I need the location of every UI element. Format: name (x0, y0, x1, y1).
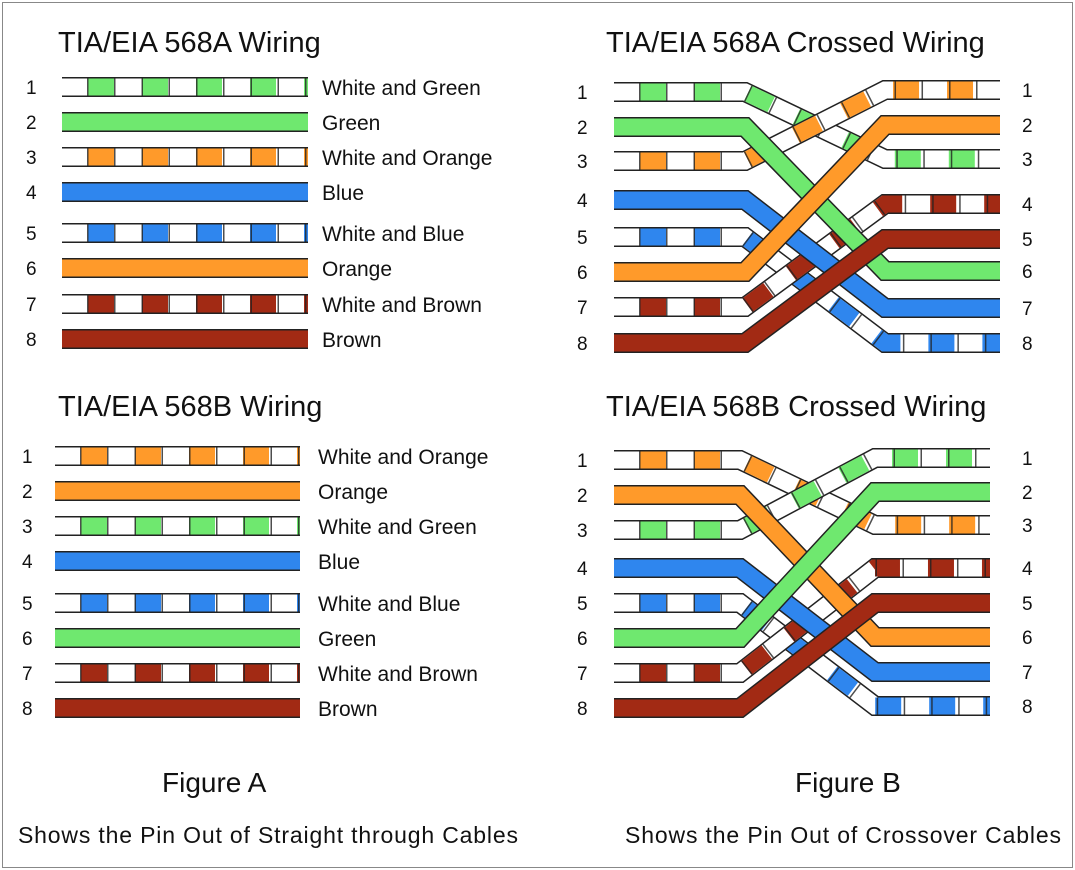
pin-number-left: 2 (577, 118, 588, 139)
wire-label: White and Blue (322, 223, 464, 246)
wire-solid (614, 191, 1000, 317)
pin-number: 2 (22, 482, 33, 503)
pin-number-left: 6 (577, 263, 588, 284)
pin-number-right: 8 (1022, 697, 1033, 718)
wire-label: Orange (322, 258, 392, 281)
pin-number-left: 1 (577, 451, 588, 472)
wire-label: White and Green (318, 516, 477, 539)
figure-b-label: Figure B (795, 767, 901, 798)
pin-number-left: 3 (577, 152, 588, 173)
pin-number-right: 5 (1022, 230, 1033, 251)
figure-b-caption: Shows the Pin Out of Crossover Cables (625, 822, 1061, 848)
pin-number-right: 4 (1022, 195, 1033, 216)
wire-stripe (614, 81, 1000, 170)
pin-number-left: 4 (577, 559, 588, 580)
pin-number-left: 4 (577, 191, 588, 212)
pin-number: 7 (26, 295, 37, 316)
crossed-wire-g (614, 482, 990, 648)
wire-solid (614, 559, 990, 681)
wire-stripe (614, 195, 1000, 316)
pin-number-right: 3 (1022, 516, 1033, 537)
wire-label: Blue (322, 182, 364, 205)
pin-number-left: 7 (577, 664, 588, 685)
wire-label: White and Blue (318, 593, 460, 616)
pin-number: 4 (26, 183, 37, 204)
568b-title: TIA/EIA 568B Wiring (58, 391, 322, 423)
crossed-wire-b (614, 558, 990, 682)
pin-number-left: 7 (577, 298, 588, 319)
pin-number: 2 (26, 113, 37, 134)
pin-number-right: 3 (1022, 150, 1033, 171)
pin-number-right: 1 (1022, 81, 1033, 102)
wire-label: White and Brown (318, 663, 478, 686)
pin-number-right: 5 (1022, 594, 1033, 615)
pin-number-left: 1 (577, 83, 588, 104)
wire-label: Brown (322, 329, 382, 352)
crossed-wire-w-g (614, 448, 990, 540)
pin-number: 1 (22, 447, 33, 468)
pin-number-right: 6 (1022, 262, 1033, 283)
pin-number-left: 8 (577, 334, 588, 355)
pin-number: 5 (22, 594, 33, 615)
wire-label: Blue (318, 551, 360, 574)
crossed-wire-br (614, 229, 1000, 353)
pin-number: 1 (26, 78, 37, 99)
wire-solid (614, 594, 990, 717)
pin-number-right: 8 (1022, 334, 1033, 355)
figure-a-caption: Shows the Pin Out of Straight through Ca… (18, 822, 518, 848)
pin-number: 3 (26, 148, 37, 169)
pin-number: 5 (26, 224, 37, 245)
pin-number-right: 7 (1022, 663, 1033, 684)
pin-number-right: 6 (1022, 628, 1033, 649)
wire-stripe (614, 449, 990, 539)
wire-label: White and Brown (322, 294, 482, 317)
wire-label: Brown (318, 698, 378, 721)
wire-label: Green (322, 112, 380, 135)
pin-number-right: 1 (1022, 449, 1033, 470)
wire-solid (614, 116, 1000, 281)
wire-stripe-edge (614, 594, 990, 715)
pin-number-left: 5 (577, 228, 588, 249)
wire-label: White and Green (322, 77, 481, 100)
pin-number: 8 (22, 699, 33, 720)
wire-solid (614, 483, 990, 647)
wire-label: Green (318, 628, 376, 651)
crossed-wire-w-o (614, 80, 1000, 171)
pin-number: 4 (22, 552, 33, 573)
wire-label: Orange (318, 481, 388, 504)
wire-label: White and Orange (322, 147, 492, 170)
crossed-wire-b (614, 190, 1000, 318)
568a-crossed-title: TIA/EIA 568A Crossed Wiring (606, 27, 985, 59)
pin-number: 6 (26, 259, 37, 280)
pin-number-left: 8 (577, 699, 588, 720)
crossed-wire-o (614, 115, 1000, 282)
pin-number: 7 (22, 664, 33, 685)
pin-number-left: 2 (577, 486, 588, 507)
pin-number-right: 7 (1022, 299, 1033, 320)
568b-crossed-title: TIA/EIA 568B Crossed Wiring (606, 391, 986, 423)
568a-title: TIA/EIA 568A Wiring (58, 27, 321, 59)
pin-number-right: 4 (1022, 559, 1033, 580)
crossed-wire-br (614, 593, 990, 718)
wire-solid (614, 230, 1000, 352)
wire-label: White and Orange (318, 446, 488, 469)
wire-stripe (614, 228, 1000, 352)
pin-number: 6 (22, 629, 33, 650)
pin-number-right: 2 (1022, 116, 1033, 137)
pin-number-right: 2 (1022, 483, 1033, 504)
pin-number-left: 6 (577, 629, 588, 650)
pin-number-left: 5 (577, 594, 588, 615)
figure-a-label: Figure A (162, 767, 267, 798)
pin-number-left: 3 (577, 521, 588, 542)
pin-number: 8 (26, 330, 37, 351)
pin-number: 3 (22, 517, 33, 538)
